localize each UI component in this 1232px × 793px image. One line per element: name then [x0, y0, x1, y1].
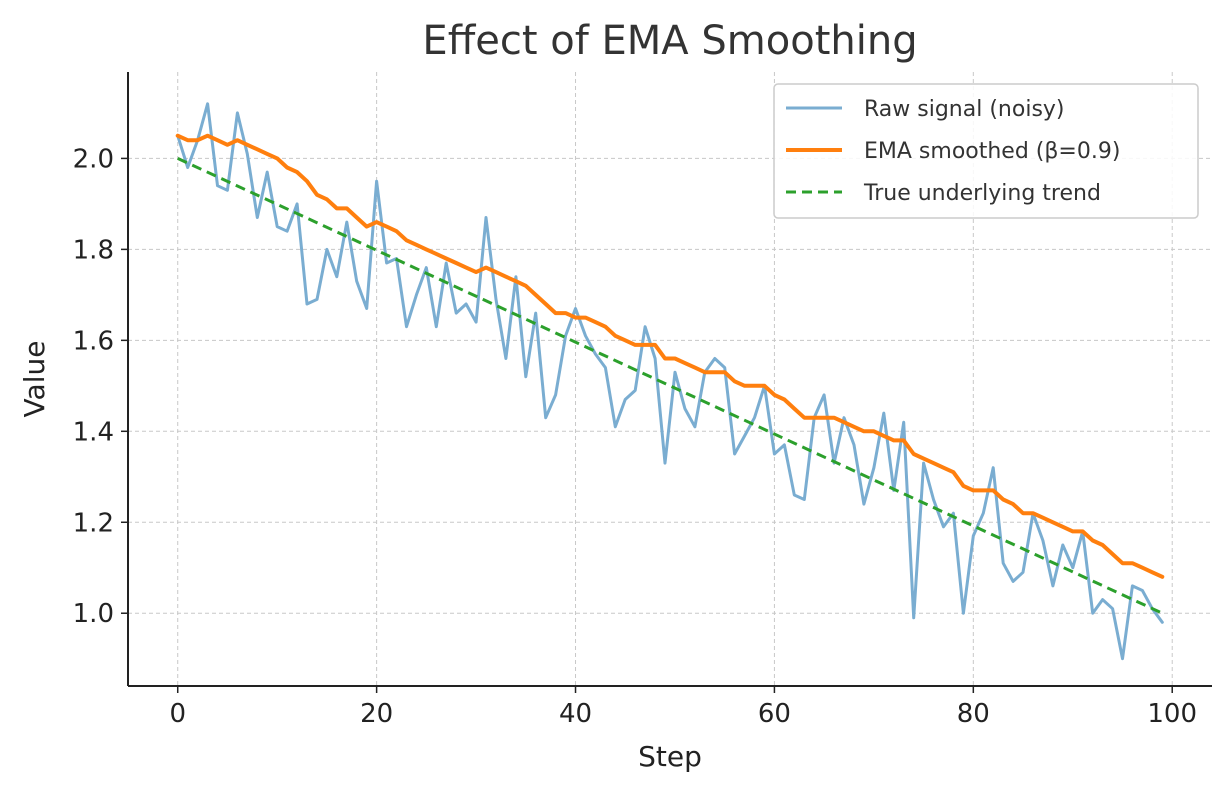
chart-title: Effect of EMA Smoothing [422, 18, 917, 64]
legend: Raw signal (noisy) EMA smoothed (β=0.9) Tr… [773, 83, 1199, 219]
axes [127, 72, 1212, 687]
y-tick-label: 1.2 [73, 508, 114, 538]
y-tick-label: 2.0 [73, 144, 114, 174]
x-tick-label: 80 [957, 699, 990, 729]
legend-label: True underlying trend [863, 181, 1101, 206]
series-line-ema [175, 133, 1165, 579]
x-tick-label: 100 [1147, 699, 1197, 729]
y-tick-label: 1.8 [73, 235, 114, 265]
y-tick-label: 1.0 [73, 599, 114, 629]
x-tick-label: 40 [559, 699, 592, 729]
series-layer [175, 102, 1165, 661]
legend-box [773, 83, 1199, 219]
legend-label: EMA smoothed (β=0.9) [864, 139, 1120, 164]
y-axis-label: Value [18, 341, 51, 418]
y-tick-label: 1.4 [73, 417, 114, 447]
x-tick-label: 20 [360, 699, 393, 729]
y-tick-label: 1.6 [73, 326, 114, 356]
x-tick-label: 0 [169, 699, 186, 729]
series-line-raw [176, 102, 1164, 661]
x-axis-label: Step [638, 740, 702, 773]
series-line-trend [177, 157, 1163, 615]
ticks: 0 20 40 60 80 100 1.0 1.2 1.4 1.6 1.8 2.0 [73, 144, 1197, 729]
legend-label: Raw signal (noisy) [864, 97, 1065, 122]
x-tick-label: 60 [758, 699, 791, 729]
